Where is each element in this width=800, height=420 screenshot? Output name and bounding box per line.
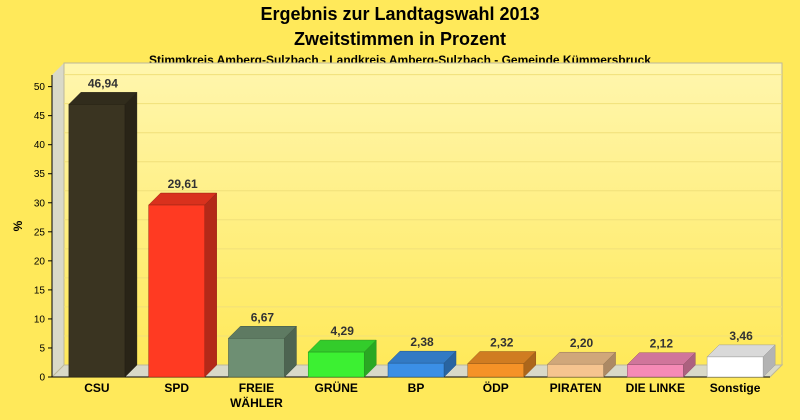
bar-side [124,91,138,378]
x-tick-label: SPD [164,381,189,395]
bar-top [387,350,457,364]
x-tick-label: GRÜNE [315,380,358,395]
bar-1 [148,192,218,378]
plot-side-wall [52,63,64,377]
data-label: 2,20 [570,336,594,350]
y-tick-label: 15 [34,285,46,296]
bar-front [228,338,285,378]
bar-top [467,351,537,364]
bar-8 [706,344,776,378]
bar-7 [626,352,696,378]
bar-top [148,192,218,206]
bar-front [68,104,126,378]
data-label: 2,38 [410,335,434,349]
bar-top [546,351,617,365]
bar-top [307,339,377,353]
x-tick-label: CSU [84,381,109,395]
x-tick-label: Sonstige [710,381,761,395]
y-tick-label: 45 [34,111,46,122]
y-tick-label: 30 [34,198,46,209]
bar-top [706,344,776,358]
data-label: 29,61 [168,177,198,191]
x-tick-label: ÖDP [483,380,509,395]
y-axis-label: % [11,220,25,231]
y-tick-label: 10 [34,314,46,325]
y-tick-label: 35 [34,169,46,180]
data-label: 4,29 [331,324,355,338]
data-label: 2,12 [650,337,674,351]
y-tick-label: 25 [34,227,46,238]
bar-top [227,326,298,339]
bar-4 [387,350,457,378]
bar-3 [307,339,377,378]
chart-subtitle: Zweitstimmen in Prozent [293,29,507,49]
bar-side [204,192,217,378]
bar-top [68,92,138,105]
y-tick-label: 20 [34,256,46,267]
data-label: 3,46 [729,329,753,343]
bar-front [307,351,365,378]
bar-front [148,204,205,378]
bar-front [706,356,764,378]
bar-2 [227,325,298,378]
bar-6 [546,351,617,378]
x-tick-label: PIRATEN [550,381,602,395]
data-label: 46,94 [88,76,118,90]
bar-5 [467,350,537,378]
bar-front [387,362,445,378]
bar-0 [68,91,138,378]
bar-top [626,352,696,365]
y-tick-label: 40 [34,140,46,151]
bar-front [547,363,604,378]
x-tick-label: FREIE WÄHLER [230,381,283,410]
data-label: 6,67 [251,310,275,324]
x-tick-label: BP [408,381,425,395]
y-tick-label: 50 [34,82,46,93]
bar-front [627,364,684,378]
y-tick-label: 0 [39,373,45,384]
bar-front [467,363,525,378]
chart-title: Ergebnis zur Landtagswahl 2013 [260,4,540,24]
y-tick-label: 5 [39,343,45,354]
x-tick-label: DIE LINKE [626,381,685,395]
data-label: 2,32 [490,336,514,350]
